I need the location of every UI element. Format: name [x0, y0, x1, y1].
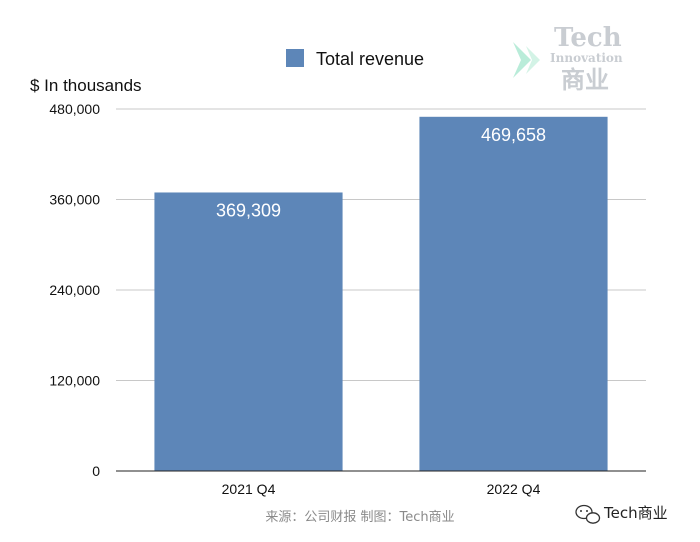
- x-axis-ticks: 2021 Q4 2022 Q4: [222, 481, 541, 497]
- y-tick-label: 240,000: [49, 282, 100, 298]
- legend-label: Total revenue: [316, 49, 424, 69]
- bar-data-label: 469,658: [481, 125, 546, 145]
- watermark-text-innovation: Innovation: [550, 51, 623, 65]
- watermark-text-tech: Tech: [554, 23, 622, 53]
- x-tick-label: 2022 Q4: [487, 481, 541, 497]
- watermark-text-cn: 商业: [561, 66, 609, 94]
- wechat-icon: [575, 504, 601, 524]
- badge-label: Tech商业: [603, 504, 668, 522]
- y-tick-label: 0: [92, 463, 100, 479]
- y-tick-label: 360,000: [49, 192, 100, 208]
- watermark-logo: Tech Innovation 商业: [513, 23, 623, 94]
- legend: Total revenue: [286, 49, 424, 69]
- bar: [419, 116, 608, 471]
- x-tick-label: 2021 Q4: [222, 481, 276, 497]
- data-labels: 369,309 469,658: [216, 125, 546, 221]
- bars: [154, 116, 608, 471]
- bar-data-label: 369,309: [216, 200, 281, 220]
- watermark-arrow-icon-inner: [526, 46, 540, 74]
- y-tick-label: 480,000: [49, 101, 100, 117]
- bar: [154, 192, 343, 471]
- y-tick-label: 120,000: [49, 373, 100, 389]
- watermark-arrow-icon: [513, 42, 531, 78]
- wechat-badge: Tech商业: [575, 504, 668, 524]
- y-axis-ticks: 0 120,000 240,000 360,000 480,000: [49, 101, 100, 479]
- source-note: 来源：公司财报 制图：Tech商业: [265, 510, 454, 525]
- y-unit-label: $ In thousands: [30, 76, 142, 95]
- legend-swatch: [286, 49, 304, 67]
